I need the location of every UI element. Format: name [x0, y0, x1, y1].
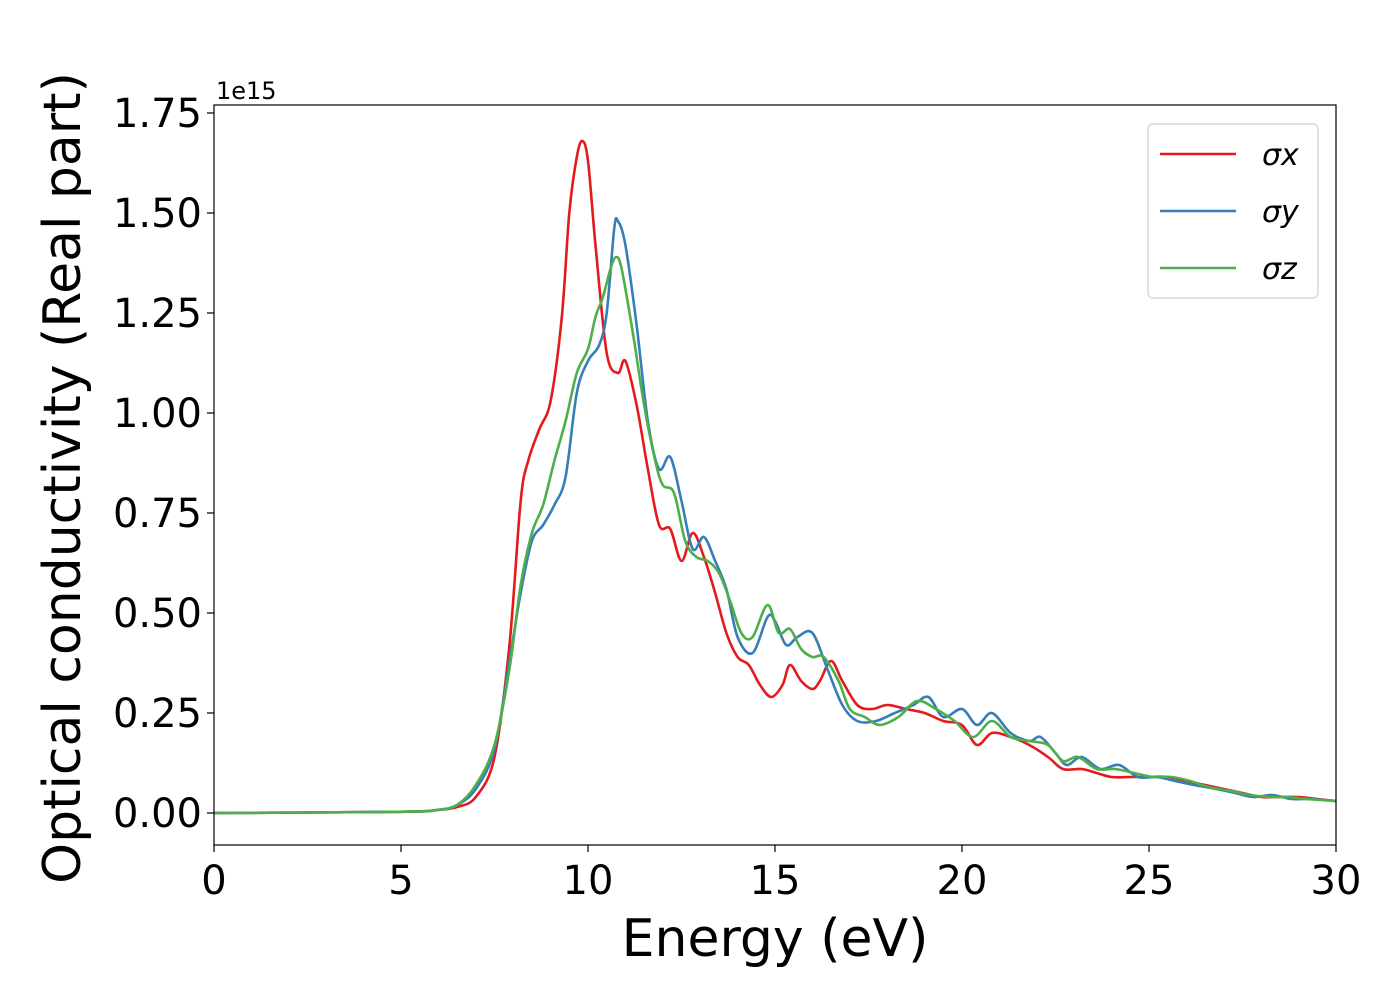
- y-tick-label: 1.25: [113, 291, 202, 337]
- ticks-layer: 0 5 10 15 20 25 30 0.00 0.25 0.50 0.75 1.00 1.25 1.50…: [113, 91, 1362, 904]
- x-tick-label: 25: [1124, 858, 1175, 904]
- x-tick-label: 30: [1311, 858, 1362, 904]
- series-line-0: [214, 139, 1336, 815]
- y-axis-label: Optical conductivity (Real part): [33, 72, 93, 884]
- y-tick-label: 1.50: [113, 191, 202, 237]
- y-tick-label: 1.75: [113, 91, 202, 137]
- legend: σx σy σz: [1147, 123, 1319, 299]
- legend-label-1: σy: [1262, 195, 1300, 230]
- y-tick-label: 1.00: [113, 391, 202, 437]
- series-layer: [214, 139, 1336, 815]
- x-tick-label: 0: [201, 858, 226, 904]
- x-axis-label: Energy (eV): [622, 909, 929, 969]
- legend-label-2: σz: [1262, 252, 1298, 287]
- x-tick-label: 5: [388, 858, 413, 904]
- x-tick-label: 15: [750, 858, 801, 904]
- legend-label-0: σx: [1262, 138, 1299, 173]
- x-tick-label: 20: [937, 858, 988, 904]
- series-line-1: [214, 216, 1336, 815]
- x-tick-label: 10: [563, 858, 614, 904]
- y-tick-label: 0.00: [113, 791, 202, 837]
- series-line-2: [214, 255, 1336, 815]
- y-tick-label: 0.75: [113, 491, 202, 537]
- y-tick-label: 0.25: [113, 691, 202, 737]
- y-offset-label: 1e15: [216, 77, 277, 105]
- y-tick-label: 0.50: [113, 591, 202, 637]
